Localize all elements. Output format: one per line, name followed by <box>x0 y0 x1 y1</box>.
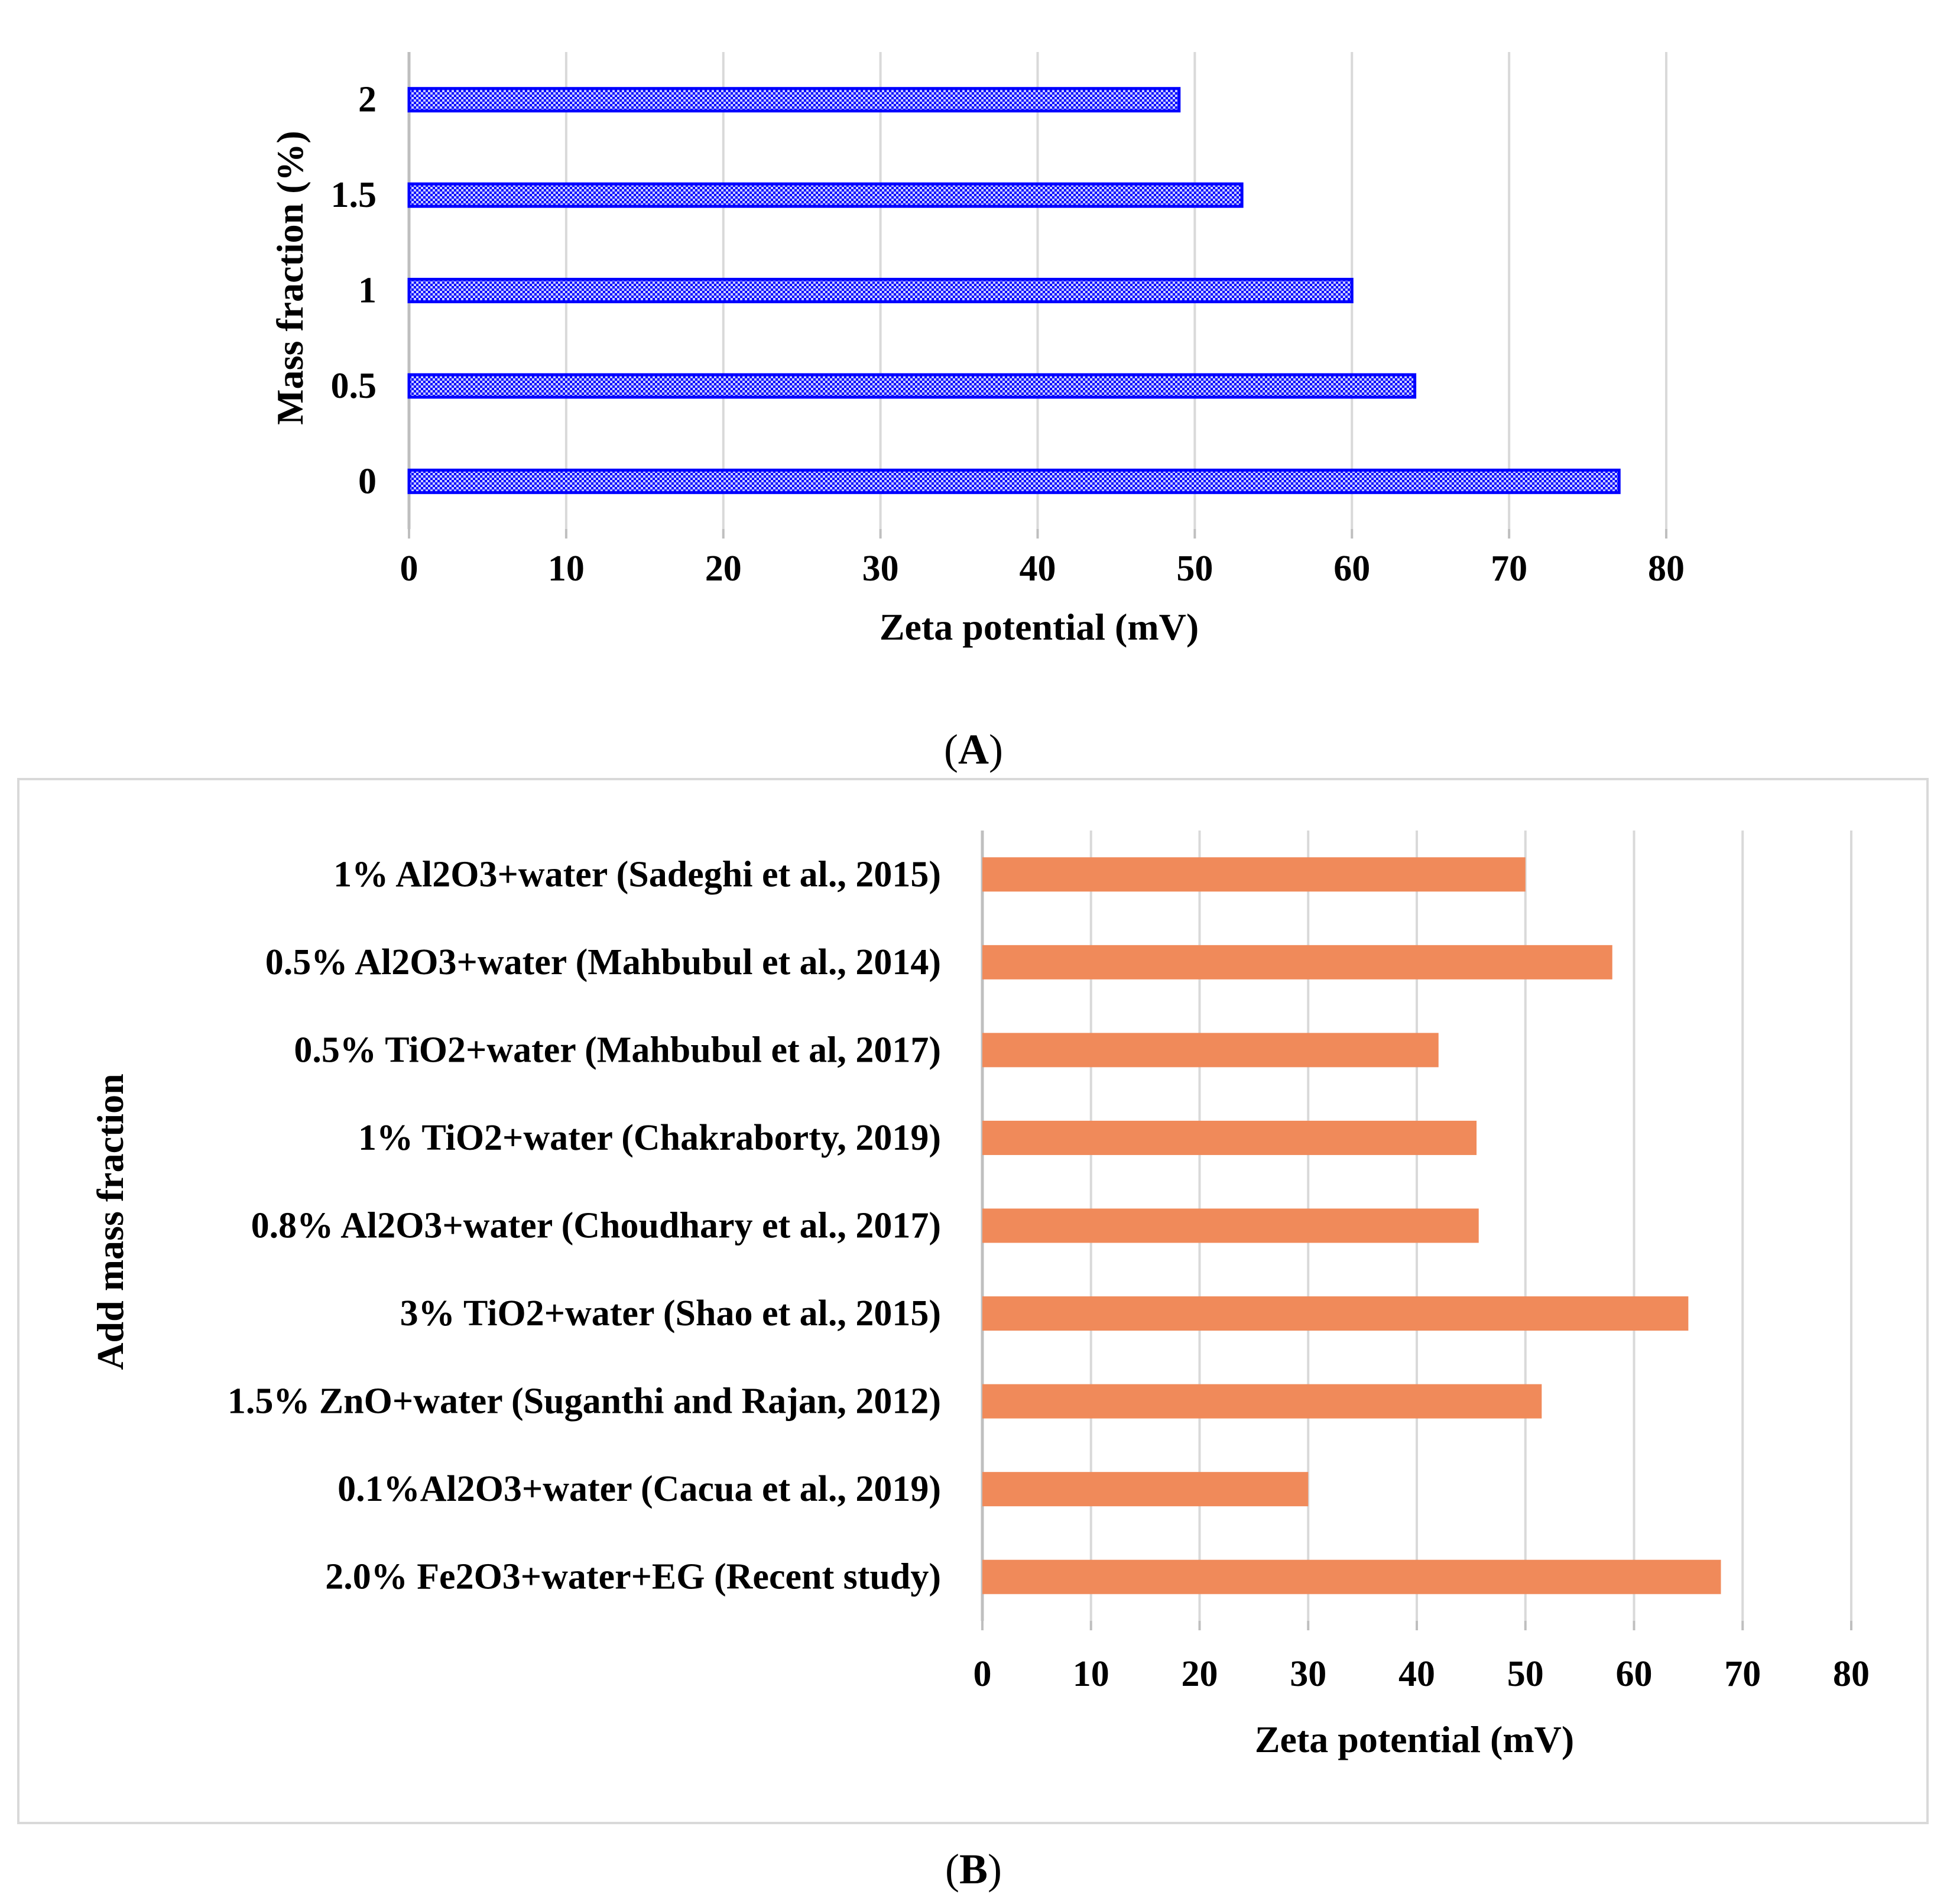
panel-b-label: (B) <box>945 1845 1002 1893</box>
chart-b-x-tick-label: 30 <box>1290 1654 1326 1694</box>
chart-b-y-tick-label: 2.0% Fe2O3+water+EG (Recent study) <box>325 1557 941 1597</box>
chart-a-bar <box>407 468 1621 494</box>
chart-a-y-tick-labels: 0 0.5 1 1.5 2 <box>331 80 377 502</box>
chart-b-y-tick-labels: 2.0% Fe2O3+water+EG (Recent study) 0.1%Al… <box>228 854 941 1597</box>
chart-a-x-tick-label: 60 <box>1333 549 1370 589</box>
chart-b-x-tick-label: 60 <box>1616 1654 1653 1694</box>
chart-b-x-tick-labels: 0 10 20 30 40 50 60 70 80 <box>973 1654 1870 1694</box>
chart-a-x-tick-label: 40 <box>1020 549 1056 589</box>
chart-b-y-tick-label: 0.5% Al2O3+water (Mahbubul et al., 2014) <box>265 942 941 982</box>
chart-a-x-tick-label: 30 <box>862 549 899 589</box>
chart-a: 0 0.5 1 1.5 2 0 10 20 30 40 50 60 70 80 Zeta potenti… <box>269 52 1685 648</box>
chart-b-x-axis-title: Zeta potential (mV) <box>1255 1718 1574 1760</box>
chart-a-y-tick-label: 1.5 <box>331 175 377 215</box>
chart-b-bar <box>982 1208 1479 1243</box>
chart-b-y-tick-label: 1% Al2O3+water (Sadeghi et al., 2015) <box>333 854 941 894</box>
chart-b-x-tick-label: 80 <box>1833 1654 1870 1694</box>
chart-b-bar <box>982 1296 1689 1331</box>
chart-b-bar <box>982 945 1612 979</box>
chart-b-x-tick-label: 40 <box>1398 1654 1435 1694</box>
chart-b-bar <box>982 857 1526 892</box>
chart-b-bar <box>982 1120 1477 1155</box>
chart-a-x-tick-label: 50 <box>1176 549 1213 589</box>
chart-b-y-tick-label: 1.5% ZnO+water (Suganthi and Rajan, 2012… <box>228 1381 941 1422</box>
chart-b-y-tick-label: 0.8% Al2O3+water (Choudhary et al., 2017… <box>251 1206 941 1246</box>
chart-a-x-tick-label: 80 <box>1648 549 1685 589</box>
chart-b-x-tick-label: 70 <box>1724 1654 1761 1694</box>
chart-a-bars <box>407 87 1621 494</box>
chart-a-bar <box>407 278 1354 303</box>
chart-b-y-tick-label: 3% TiO2+water (Shao et al., 2015) <box>400 1293 941 1334</box>
chart-a-bar <box>407 373 1417 399</box>
chart-a-y-tick-label: 1 <box>358 271 377 311</box>
chart-b-y-tick-label: 0.1%Al2O3+water (Cacua et al., 2019) <box>338 1469 941 1509</box>
chart-a-x-axis-title: Zeta potential (mV) <box>880 606 1199 648</box>
chart-a-bar <box>407 87 1181 113</box>
chart-a-x-tick-label: 0 <box>400 549 418 589</box>
chart-b-y-axis-title: Add mass fraction <box>89 1073 131 1370</box>
chart-b-bar <box>982 1559 1721 1594</box>
chart-b-x-tick-label: 0 <box>973 1654 992 1694</box>
chart-a-y-tick-label: 0.5 <box>331 366 377 406</box>
chart-a-bar <box>407 182 1244 208</box>
chart-a-x-tick-label: 20 <box>705 549 742 589</box>
chart-a-y-tick-label: 2 <box>358 80 377 120</box>
chart-b-x-tick-label: 50 <box>1507 1654 1544 1694</box>
chart-b: 2.0% Fe2O3+water+EG (Recent study) 0.1%Al… <box>89 831 1870 1760</box>
chart-b-bar <box>982 1472 1309 1507</box>
chart-b-bars <box>982 857 1721 1594</box>
chart-b-y-tick-label: 1% TiO2+water (Chakraborty, 2019) <box>358 1118 941 1158</box>
panel-a-label: (A) <box>944 726 1003 773</box>
chart-a-x-tick-labels: 0 10 20 30 40 50 60 70 80 <box>400 549 1685 589</box>
chart-a-y-tick-label: 0 <box>358 461 377 501</box>
chart-b-bar <box>982 1384 1542 1419</box>
chart-b-x-tick-label: 10 <box>1073 1654 1109 1694</box>
chart-a-y-axis-title: Mass fraction (%) <box>269 131 311 425</box>
chart-b-bar <box>982 1033 1439 1068</box>
chart-a-x-tick-label: 10 <box>548 549 585 589</box>
chart-b-y-tick-label: 0.5% TiO2+water (Mahbubul et al, 2017) <box>294 1030 941 1070</box>
chart-b-x-tick-label: 20 <box>1182 1654 1218 1694</box>
chart-a-x-tick-label: 70 <box>1491 549 1527 589</box>
